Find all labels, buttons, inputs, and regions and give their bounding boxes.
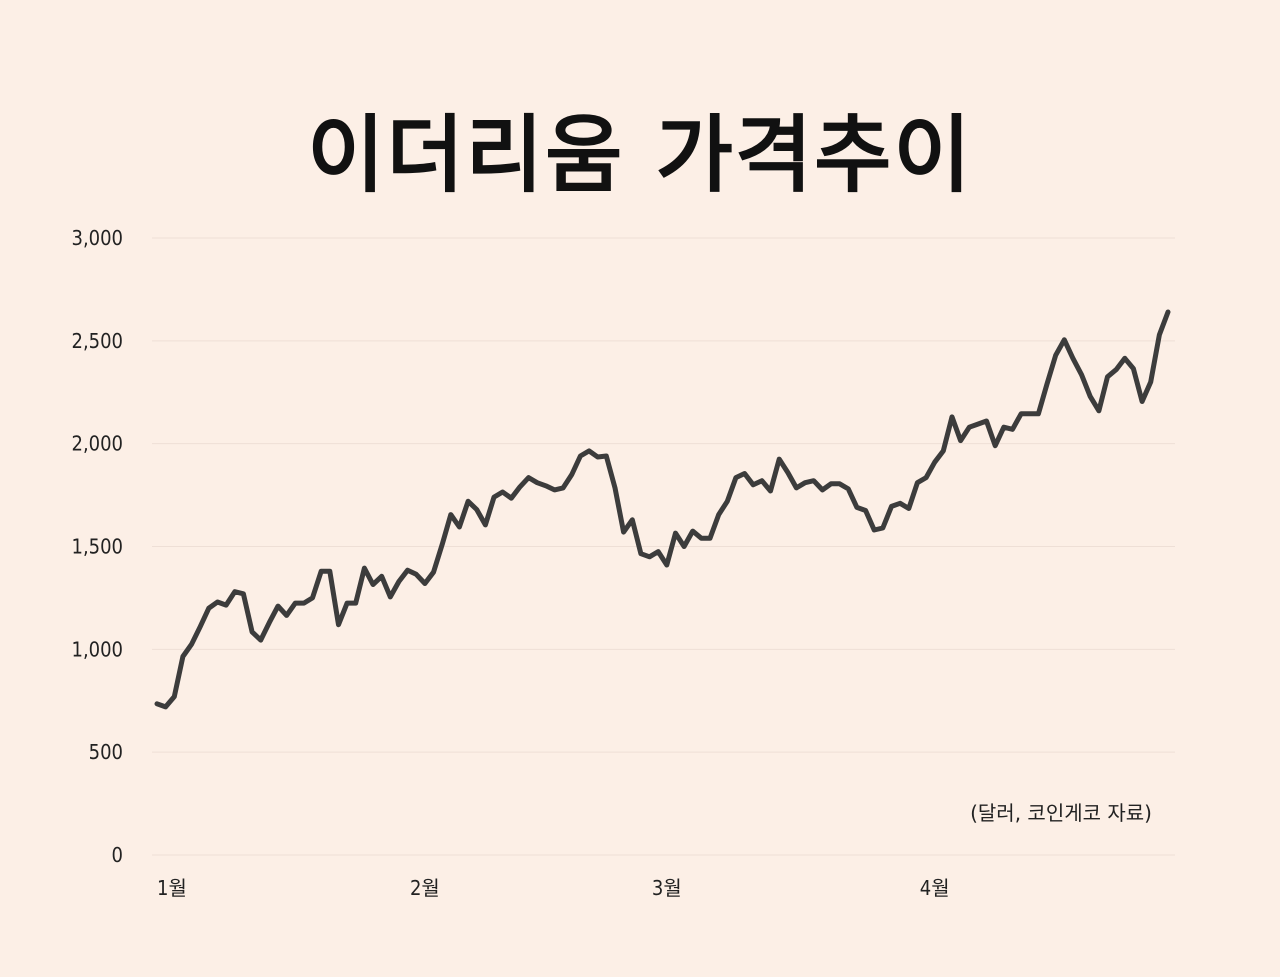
y-tick-label: 2,500: [72, 329, 124, 353]
series-lines: [154, 309, 1171, 710]
y-gridlines: [152, 237, 1175, 856]
y-tick-label: 500: [89, 740, 123, 764]
series-line: [154, 309, 1171, 710]
y-tick-label: 0: [112, 843, 123, 867]
y-tick-label: 1,500: [72, 535, 124, 559]
x-tick-label: 2월: [410, 876, 440, 900]
y-axis-ticks: 0 500 1,000 1,500 2,000 2,500 3,000: [72, 226, 124, 867]
x-tick-label: 1월: [157, 876, 187, 900]
y-tick-label: 3,000: [72, 226, 124, 250]
x-axis-ticks: 1월 2월 3월 4월: [157, 876, 950, 900]
chart-title: 이더리움 가격추이: [307, 106, 973, 204]
source-annotation: (달러, 코인게코 자료): [970, 801, 1152, 825]
x-tick-label: 3월: [652, 876, 682, 900]
y-tick-label: 1,000: [72, 637, 124, 661]
y-tick-label: 2,000: [72, 432, 124, 456]
x-tick-label: 4월: [920, 876, 950, 900]
